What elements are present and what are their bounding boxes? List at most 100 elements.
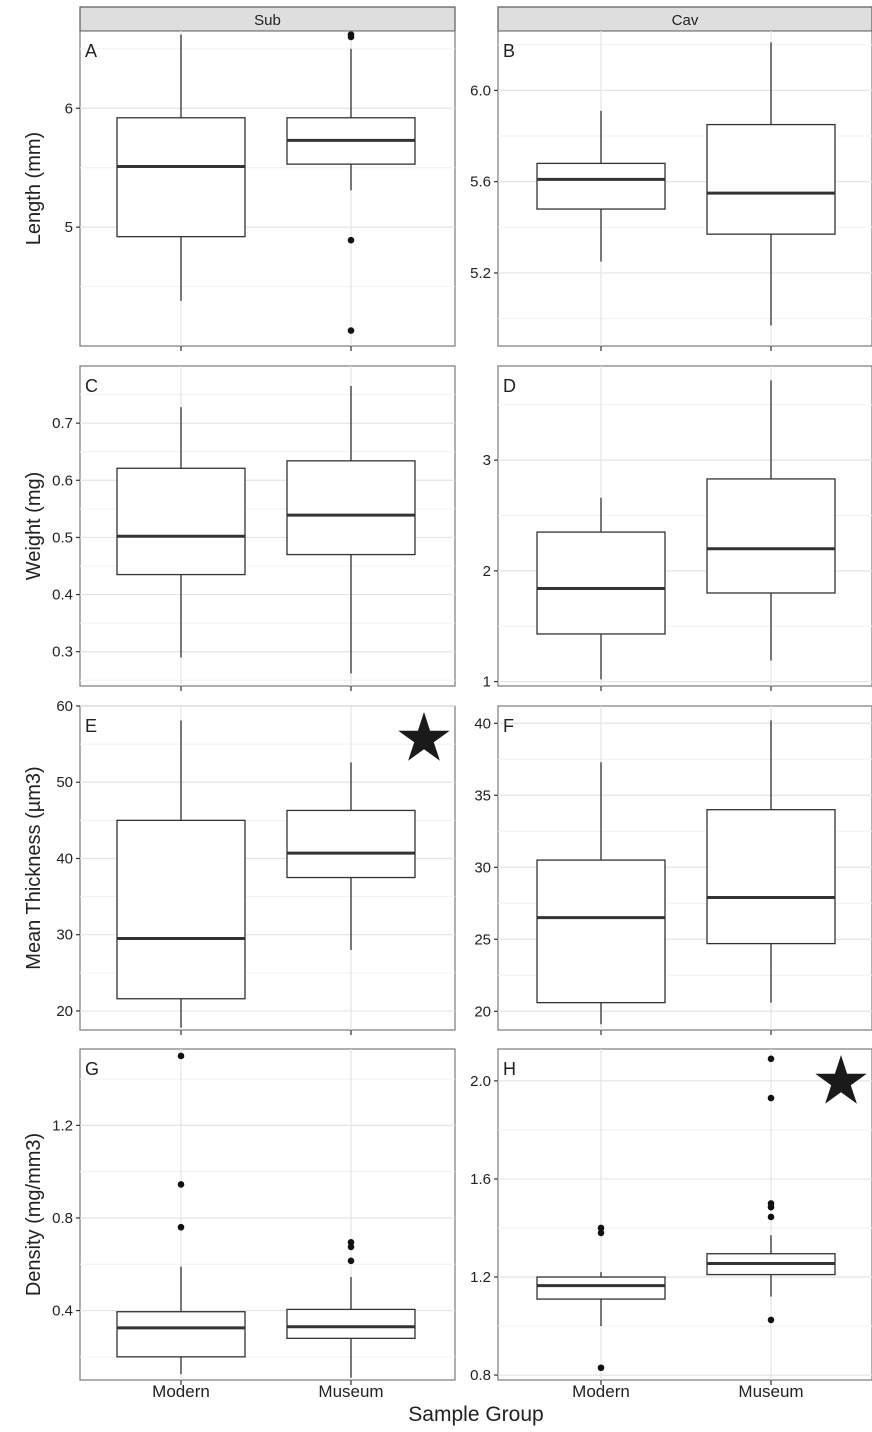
y-tick-label: 5.2	[470, 265, 491, 282]
panel-a: 5 6 A	[65, 30, 456, 351]
panel-label: D	[503, 376, 516, 396]
panel-label: H	[503, 1059, 516, 1079]
y-tick-label: 6	[65, 100, 73, 117]
panel-g: 0.4 0.8 1.2 G	[52, 1048, 456, 1385]
iqr-box	[706, 123, 836, 235]
significance-star-icon	[398, 712, 450, 761]
significance-star-icon	[815, 1055, 867, 1104]
x-category-label: Modern	[152, 1382, 210, 1401]
panel-d: 1 2 3 D	[483, 365, 872, 691]
x-category-label: Museum	[318, 1382, 383, 1401]
y-tick-label: 20	[474, 1003, 491, 1020]
outlier-point	[597, 1229, 605, 1237]
box-modern	[536, 1224, 666, 1372]
y-axis-title: Density (mg/mm3)	[23, 1133, 45, 1296]
outlier-point	[767, 1316, 775, 1324]
outlier-point	[767, 1094, 775, 1102]
y-tick-label: 0.6	[52, 472, 73, 489]
y-tick-label: 1.6	[470, 1171, 491, 1188]
iqr-box	[116, 819, 246, 1000]
y-axis-title: Mean Thickness (µm3)	[23, 766, 45, 969]
outlier-point	[767, 1055, 775, 1063]
y-tick-label: 30	[56, 927, 73, 944]
iqr-box	[706, 478, 836, 594]
outlier-point	[177, 1181, 185, 1188]
y-tick-label: 0.3	[52, 644, 73, 661]
panel-c: 0.3 0.4 0.5 0.6 0.7 C	[52, 365, 456, 691]
panel-h: 0.8 1.2 1.6 2.0 H	[470, 1048, 872, 1385]
outlier-point	[347, 327, 355, 334]
iqr-box	[286, 809, 416, 879]
y-tick-label: 6.0	[470, 82, 491, 99]
outlier-point	[347, 1257, 355, 1265]
box-museum	[286, 1238, 416, 1378]
outlier-point	[597, 1364, 605, 1372]
iqr-box	[536, 531, 666, 635]
panel-label: C	[85, 376, 98, 396]
y-tick-label: 2.0	[470, 1073, 491, 1090]
outlier-point	[347, 1243, 355, 1251]
iqr-box	[536, 859, 666, 1004]
panel-f: 20 25 30 35 40 F	[474, 705, 872, 1035]
y-tick-label: 0.4	[52, 1303, 73, 1320]
outlier-point	[347, 33, 355, 41]
box-museum	[706, 1055, 836, 1324]
box-modern	[116, 1052, 246, 1375]
y-tick-label: 50	[56, 774, 73, 791]
iqr-box	[706, 809, 836, 945]
outlier-point	[347, 1238, 355, 1246]
box-museum	[286, 762, 416, 950]
iqr-box	[116, 467, 246, 576]
panel-b: 5.2 5.6 6.0 B	[470, 30, 872, 351]
iqr-box	[536, 162, 666, 210]
y-tick-label: 2	[483, 563, 491, 580]
iqr-box	[286, 1308, 416, 1339]
box-museum	[706, 720, 836, 1003]
box-modern	[116, 34, 246, 301]
box-modern	[536, 497, 666, 680]
y-tick-label: 1	[483, 674, 491, 691]
outlier-point	[177, 1052, 185, 1060]
outlier-point	[347, 236, 355, 244]
y-tick-label: 0.7	[52, 415, 73, 432]
y-tick-label: 25	[474, 931, 491, 948]
panel-label: E	[85, 716, 97, 736]
box-modern	[536, 110, 666, 262]
outlier-point	[767, 1213, 775, 1221]
box-museum	[706, 42, 836, 326]
y-tick-label: 3	[483, 452, 491, 469]
outlier-point	[767, 1203, 775, 1211]
outlier-point	[177, 1223, 185, 1231]
facet-strip-label: Cav	[672, 12, 699, 29]
panel-label: F	[503, 716, 514, 736]
y-tick-label: 60	[56, 698, 73, 715]
box-museum	[286, 31, 416, 334]
panel-e: 20 30 40 50 60 E	[56, 698, 456, 1035]
panel-label: A	[85, 41, 97, 61]
y-tick-label: 0.4	[52, 587, 73, 604]
y-tick-label: 1.2	[52, 1117, 73, 1134]
facet-strip-label: Sub	[254, 12, 281, 29]
panel-label: G	[85, 1059, 99, 1079]
y-tick-label: 40	[56, 850, 73, 867]
iqr-box	[116, 117, 246, 238]
y-tick-label: 0.5	[52, 529, 73, 546]
facet-strip-sub	[79, 6, 456, 32]
outlier-point	[597, 1224, 605, 1232]
y-tick-label: 35	[474, 787, 491, 804]
y-tick-label: 1.2	[470, 1269, 491, 1286]
x-category-label: Museum	[738, 1382, 803, 1401]
y-tick-label: 5	[65, 219, 73, 236]
y-axis-title: Weight (mg)	[23, 472, 45, 581]
y-tick-label: 40	[474, 715, 491, 732]
box-modern	[116, 407, 246, 658]
panel-background	[497, 1048, 872, 1381]
iqr-box	[286, 460, 416, 556]
y-tick-label: 0.8	[52, 1210, 73, 1227]
x-category-label: Modern	[572, 1382, 630, 1401]
x-axis-title: Sample Group	[408, 1403, 543, 1426]
y-tick-label: 0.8	[470, 1367, 491, 1384]
facet-strip-cav	[497, 6, 872, 32]
